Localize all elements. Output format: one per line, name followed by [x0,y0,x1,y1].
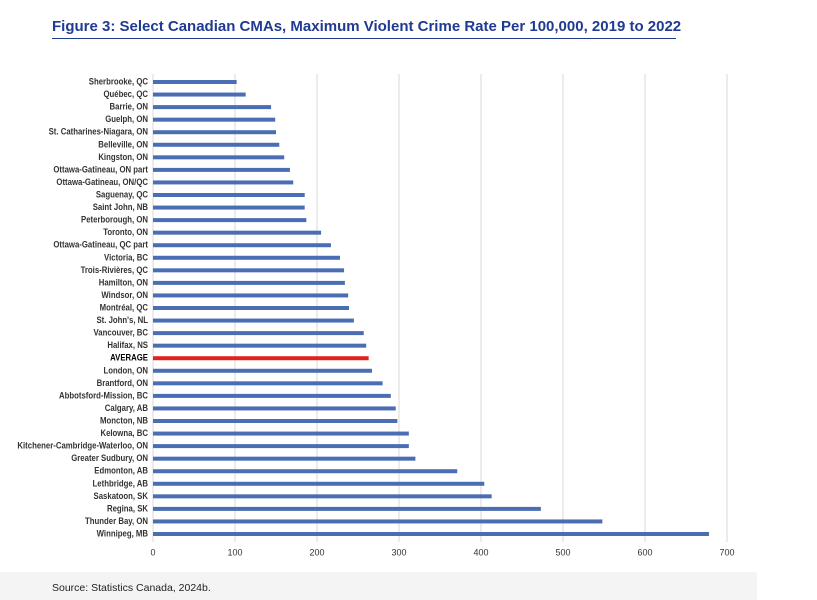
bar [153,318,354,323]
x-tick-label: 600 [637,547,652,557]
category-label: Edmonton, AB [94,465,148,476]
bar [153,419,398,423]
x-tick-label: 300 [391,547,406,557]
category-label: Brantford, ON [97,377,148,388]
x-tick-label: 700 [719,547,734,557]
category-label: Belleville, ON [98,139,148,150]
category-label: Vancouver, BC [94,327,149,338]
bar [153,130,276,135]
bar [153,469,458,474]
source-note: Source: Statistics Canada, 2024b. [52,582,211,594]
category-label: Abbotsford-Mission, BC [59,390,149,401]
bar [153,268,345,273]
category-label: Victoria, BC [104,252,149,263]
category-label: Saguenay, QC [96,189,149,200]
bar [153,205,305,210]
bar [153,481,485,486]
x-tick-label: 200 [309,547,324,557]
category-label: Ottawa-Gatineau, ON part [53,164,148,175]
bar [153,243,331,248]
bar [153,255,340,260]
bar [153,105,272,110]
category-label: London, ON [104,365,148,376]
bar [153,218,307,223]
bar [153,494,492,499]
category-label: Halifax, NS [107,339,148,350]
bar [153,293,349,298]
bar [153,343,367,348]
bar [153,80,237,84]
category-label: Montréal, QC [100,302,149,313]
bar [153,356,369,361]
bar [153,180,294,185]
category-label: Kitchener-Cambridge-Waterloo, ON [17,440,148,451]
bar [153,506,541,511]
x-tick-labels: 0 100 200 300 400 500 600 700 [150,547,734,557]
bar [153,381,383,386]
category-label: Thunder Bay, ON [85,515,148,526]
category-label: Lethbridge, AB [93,478,148,489]
bar [153,142,280,147]
category-label: Guelph, ON [105,113,148,124]
chart-title: Figure 3: Select Canadian CMAs, Maximum … [52,18,681,35]
category-label: Barrie, ON [110,101,148,112]
bar [153,167,290,172]
bar [153,519,603,524]
category-label: Kingston, ON [98,151,148,162]
bar [153,280,345,285]
category-label: Trois-Rivières, QC [81,264,149,275]
bar [153,393,391,398]
bar [153,117,276,122]
category-label: St. John's, NL [96,314,148,325]
category-label: Ottawa-Gatineau, ON/QC [56,176,148,187]
category-label: AVERAGE [110,352,148,363]
category-label: Moncton, NB [100,415,148,426]
x-tick-label: 100 [227,547,242,557]
bar [153,444,409,449]
category-label: Québec, QC [103,88,148,99]
bar [153,532,709,536]
category-label: Winnipeg, MB [97,528,148,539]
category-label: Calgary, AB [105,402,148,413]
category-label: Kelowna, BC [100,427,148,438]
bar [153,431,409,436]
category-label: Sherbrooke, QC [89,76,149,87]
footer-band [0,572,757,600]
bar [153,456,416,461]
category-label: Hamilton, ON [99,277,148,288]
bar [153,92,246,97]
bar [153,155,285,160]
category-label: Saint John, NB [93,201,148,212]
bar [153,306,349,310]
category-label: Regina, SK [107,503,149,514]
x-tick-label: 400 [473,547,488,557]
category-label: St. Catharines-Niagara, ON [49,126,148,137]
category-label: Windsor, ON [101,289,148,300]
x-tick-label: 0 [150,547,155,557]
bar [153,230,322,235]
bars [153,80,709,536]
category-label: Saskatoon, SK [94,490,149,501]
category-label: Greater Sudbury, ON [71,452,148,463]
category-label: Ottawa-Gatineau, QC part [53,239,148,250]
category-label: Toronto, ON [103,226,148,237]
category-label: Peterborough, ON [81,214,148,225]
bar [153,406,396,411]
x-tick-label: 500 [555,547,570,557]
bar [153,368,372,373]
bar [153,331,364,336]
bar [153,193,305,197]
